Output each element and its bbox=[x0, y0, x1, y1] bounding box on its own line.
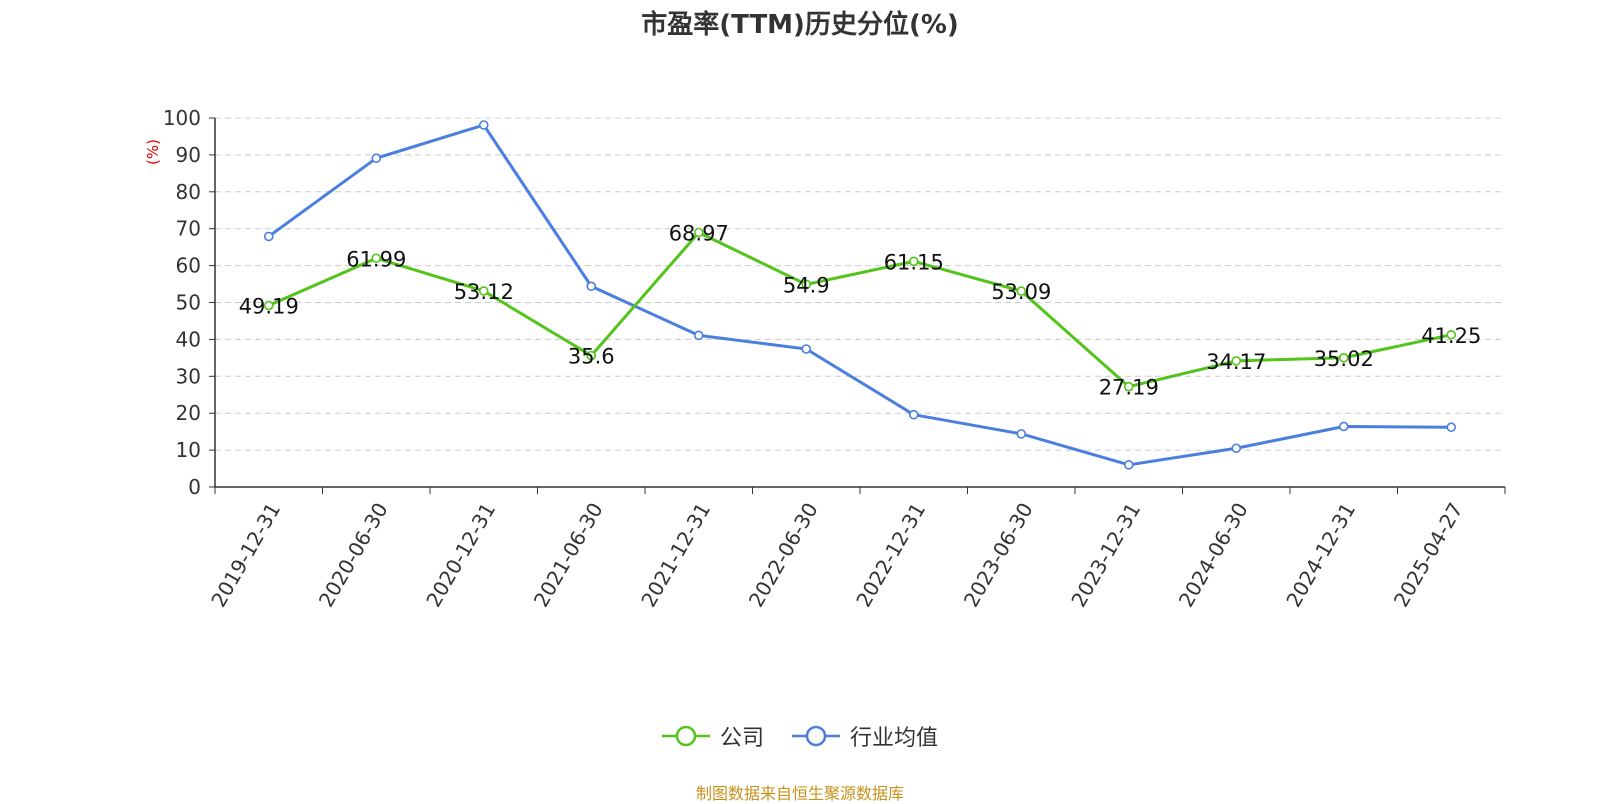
y-tick-label: 70 bbox=[176, 217, 201, 241]
company-data-label: 35.6 bbox=[568, 345, 615, 369]
company-data-point bbox=[1123, 381, 1134, 392]
x-tick-label: 2023-12-31 bbox=[1066, 499, 1145, 612]
legend: 公司 行业均值 bbox=[0, 720, 1600, 752]
company-data-point bbox=[1446, 329, 1457, 340]
y-tick-label: 0 bbox=[188, 475, 201, 499]
industry-data-point bbox=[1123, 460, 1134, 470]
company-data-point bbox=[371, 253, 382, 264]
series bbox=[263, 120, 1457, 470]
legend-label: 公司 bbox=[719, 726, 764, 751]
x-tick-label: 2024-12-31 bbox=[1281, 499, 1360, 612]
company-data-point bbox=[693, 227, 704, 238]
legend-marker-icon bbox=[792, 725, 840, 747]
company-data-label: 41.25 bbox=[1421, 324, 1481, 348]
industry-data-point bbox=[263, 231, 274, 242]
company-data-label: 54.9 bbox=[783, 273, 830, 297]
industry-data-point bbox=[586, 281, 597, 292]
y-tick-label: 50 bbox=[176, 291, 201, 315]
company-data-point bbox=[263, 300, 274, 311]
x-tick-label: 2024-06-30 bbox=[1174, 499, 1253, 612]
x-tick-label: 2022-06-30 bbox=[744, 499, 823, 612]
company-data-label: 35.02 bbox=[1314, 347, 1374, 371]
company-data-label: 53.12 bbox=[454, 280, 514, 304]
industry-data-point bbox=[478, 120, 489, 130]
company-data-point bbox=[801, 279, 812, 290]
company-data-label: 27.19 bbox=[1099, 376, 1159, 400]
industry-data-point bbox=[1338, 421, 1349, 432]
x-tick-label: 2019-12-31 bbox=[206, 499, 285, 612]
y-tick-label: 20 bbox=[176, 401, 201, 425]
company-series-line bbox=[268, 231, 1452, 389]
company-data-label: 68.97 bbox=[669, 222, 729, 246]
industry-data-point bbox=[693, 330, 704, 341]
y-tick-label: 100 bbox=[163, 106, 201, 130]
legend-item-company[interactable]: 公司 bbox=[661, 720, 764, 752]
x-tick-label: 2022-12-31 bbox=[851, 499, 930, 612]
x-tick-label: 2023-06-30 bbox=[959, 499, 1038, 612]
y-tick-label: 90 bbox=[176, 143, 201, 167]
legend-item-industry[interactable]: 行业均值 bbox=[792, 720, 938, 752]
x-tick-label: 2020-06-30 bbox=[314, 499, 393, 612]
y-tick-label: 30 bbox=[176, 364, 201, 388]
industry-data-point bbox=[1016, 429, 1027, 439]
company-data-point bbox=[1016, 286, 1027, 296]
y-axis-label: (%) bbox=[144, 139, 162, 165]
y-tick-label: 40 bbox=[176, 327, 201, 351]
company-data-label: 61.99 bbox=[346, 247, 406, 271]
y-tick-label: 80 bbox=[176, 180, 201, 204]
legend-label: 行业均值 bbox=[850, 726, 939, 751]
legend-marker-icon bbox=[661, 725, 710, 747]
industry-series-line bbox=[267, 123, 1452, 467]
company-data-point bbox=[1338, 352, 1349, 363]
data-labels: 49.19 61.99 53.12 35.6 68.97 54.9 61.15 53.09 27… bbox=[239, 222, 1482, 400]
y-tick-label: 60 bbox=[176, 254, 201, 278]
gridlines bbox=[215, 117, 1505, 451]
company-data-point bbox=[1231, 356, 1242, 366]
company-data-label: 53.09 bbox=[991, 280, 1051, 304]
industry-data-point bbox=[371, 153, 382, 164]
company-data-point bbox=[478, 286, 489, 296]
y-tick-label: 10 bbox=[176, 438, 201, 462]
x-tick-label: 2021-06-30 bbox=[529, 499, 608, 612]
industry-data-point bbox=[908, 409, 919, 420]
industry-data-point bbox=[1446, 422, 1457, 433]
company-data-label: 34.17 bbox=[1206, 350, 1266, 374]
industry-data-point bbox=[801, 344, 812, 354]
x-tick-label: 2025-04-27 bbox=[1389, 499, 1468, 612]
company-data-label: 61.15 bbox=[884, 250, 944, 274]
company-data-label: 49.19 bbox=[239, 294, 299, 318]
x-tick-label: 2020-12-31 bbox=[421, 499, 500, 612]
x-tick-label: 2021-12-31 bbox=[636, 499, 715, 612]
chart-title: 市盈率(TTM)历史分位(%) bbox=[641, 10, 959, 40]
industry-data-point bbox=[1231, 443, 1242, 454]
source-note: 制图数据来自恒生聚源数据库 bbox=[695, 784, 904, 803]
company-data-point bbox=[908, 256, 919, 267]
company-data-point bbox=[586, 350, 597, 361]
